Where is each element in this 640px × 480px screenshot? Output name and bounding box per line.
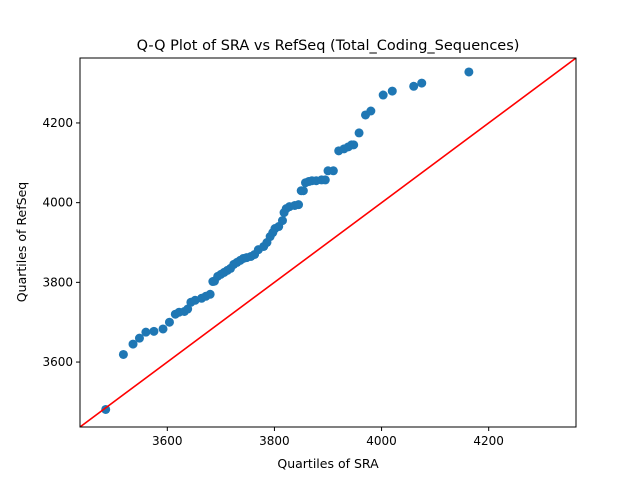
data-point <box>298 186 308 196</box>
x-axis-label: Quartiles of SRA <box>277 456 379 471</box>
data-point <box>409 81 419 91</box>
data-point <box>320 175 330 185</box>
plot-area: 3600 3800 4000 4200 3600 3800 4000 4200 <box>42 57 577 448</box>
x-tick-label: 4200 <box>473 434 504 448</box>
axes-frame <box>79 57 577 428</box>
data-point <box>134 333 144 343</box>
data-point <box>158 324 168 334</box>
data-point <box>354 128 364 138</box>
data-point <box>464 67 474 77</box>
data-point <box>417 78 427 88</box>
x-tick-label: 4000 <box>366 434 397 448</box>
data-point <box>349 140 359 150</box>
data-point <box>164 317 174 327</box>
x-tick-label: 3800 <box>259 434 290 448</box>
y-tick-label: 3800 <box>42 275 73 289</box>
data-point <box>378 90 388 100</box>
y-tick-label: 4000 <box>42 196 73 210</box>
data-point <box>387 86 397 96</box>
y-tick-label: 4200 <box>42 116 73 130</box>
x-tick-label: 3600 <box>152 434 183 448</box>
data-point <box>128 339 138 349</box>
data-point <box>101 404 111 414</box>
data-point <box>118 349 128 359</box>
reference-line <box>80 58 576 427</box>
data-point <box>141 327 151 337</box>
data-point <box>149 326 159 336</box>
data-point <box>277 216 287 226</box>
y-tick-label: 3600 <box>42 355 73 369</box>
data-point <box>294 200 304 210</box>
data-point <box>366 106 376 116</box>
data-point <box>183 304 193 314</box>
y-axis-label: Quartiles of RefSeq <box>14 182 29 302</box>
data-point <box>328 166 338 176</box>
data-point <box>205 289 215 299</box>
chart-title: Q-Q Plot of SRA vs RefSeq (Total_Coding_… <box>137 38 520 54</box>
